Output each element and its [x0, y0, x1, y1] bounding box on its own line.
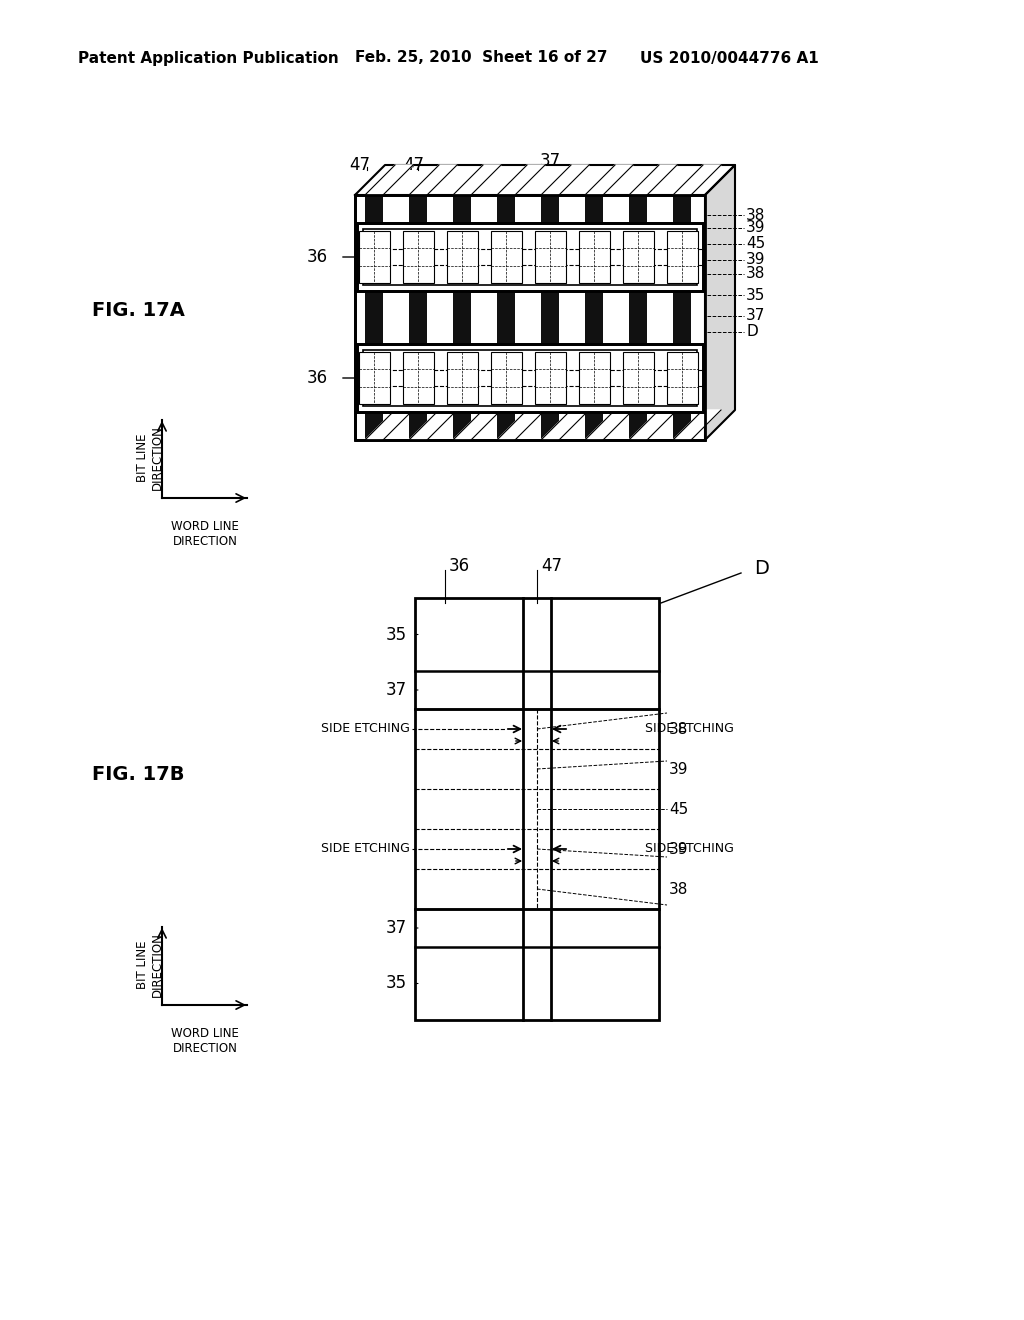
Text: 38: 38 — [669, 882, 688, 896]
Text: BIT LINE
DIRECTION: BIT LINE DIRECTION — [136, 932, 164, 998]
Polygon shape — [365, 165, 413, 195]
Text: Feb. 25, 2010  Sheet 16 of 27: Feb. 25, 2010 Sheet 16 of 27 — [355, 50, 607, 66]
Text: 36: 36 — [307, 370, 328, 387]
Text: FIG. 17A: FIG. 17A — [92, 301, 185, 319]
Text: WORD LINE
DIRECTION: WORD LINE DIRECTION — [171, 1027, 239, 1055]
Text: 38: 38 — [669, 722, 688, 737]
Bar — [446, 231, 477, 282]
Bar — [579, 352, 609, 404]
Text: 45: 45 — [746, 236, 765, 252]
Bar — [357, 345, 703, 412]
Text: 35: 35 — [746, 288, 765, 302]
Text: 37: 37 — [746, 309, 765, 323]
Text: 39: 39 — [746, 252, 766, 268]
Text: 47: 47 — [349, 156, 371, 174]
Bar — [490, 352, 521, 404]
Text: 47: 47 — [403, 156, 425, 174]
Bar — [453, 195, 471, 440]
Polygon shape — [541, 165, 589, 195]
Bar — [365, 195, 383, 440]
Polygon shape — [497, 165, 545, 195]
Bar — [362, 228, 697, 285]
Polygon shape — [365, 411, 413, 440]
Polygon shape — [355, 165, 735, 195]
Text: 37: 37 — [540, 152, 560, 170]
Text: SIDE ETCHING: SIDE ETCHING — [322, 842, 410, 855]
Polygon shape — [409, 411, 457, 440]
Text: FIG. 17B: FIG. 17B — [92, 766, 184, 784]
Polygon shape — [497, 411, 545, 440]
Bar — [667, 352, 697, 404]
Polygon shape — [585, 411, 633, 440]
Text: 47: 47 — [542, 557, 562, 576]
Bar — [362, 350, 697, 407]
Polygon shape — [673, 165, 721, 195]
Bar — [535, 231, 565, 282]
Polygon shape — [453, 411, 501, 440]
Bar — [357, 223, 703, 290]
Bar — [623, 352, 653, 404]
Polygon shape — [585, 165, 633, 195]
Bar — [585, 195, 603, 440]
Text: 35: 35 — [386, 974, 407, 993]
Text: D: D — [746, 325, 758, 339]
Bar — [535, 352, 565, 404]
Text: 37: 37 — [386, 681, 407, 700]
Text: WORD LINE
DIRECTION: WORD LINE DIRECTION — [171, 520, 239, 548]
Polygon shape — [705, 165, 735, 440]
Bar — [415, 598, 659, 1020]
Text: 45: 45 — [669, 801, 688, 817]
Bar — [541, 195, 559, 440]
Text: D: D — [754, 558, 769, 578]
Text: 39: 39 — [669, 762, 688, 776]
Text: 39: 39 — [746, 220, 766, 235]
Bar — [358, 352, 389, 404]
Polygon shape — [629, 165, 677, 195]
Polygon shape — [673, 411, 721, 440]
Bar — [490, 231, 521, 282]
Bar — [579, 231, 609, 282]
Polygon shape — [409, 165, 457, 195]
Bar — [358, 231, 389, 282]
Bar — [355, 195, 705, 440]
Text: Patent Application Publication: Patent Application Publication — [78, 50, 339, 66]
Text: SIDE ETCHING: SIDE ETCHING — [322, 722, 410, 735]
Text: SIDE ETCHING: SIDE ETCHING — [645, 722, 734, 735]
Text: 38: 38 — [746, 267, 765, 281]
Bar — [497, 195, 515, 440]
Bar — [667, 231, 697, 282]
Text: 36: 36 — [307, 248, 328, 267]
Bar — [357, 345, 703, 412]
Polygon shape — [629, 411, 677, 440]
Bar — [629, 195, 647, 440]
Text: BIT LINE
DIRECTION: BIT LINE DIRECTION — [136, 425, 164, 491]
Bar — [623, 231, 653, 282]
Bar — [402, 352, 433, 404]
Polygon shape — [453, 165, 501, 195]
Bar — [673, 195, 691, 440]
Text: 38: 38 — [746, 207, 765, 223]
Text: 35: 35 — [386, 626, 407, 644]
Text: 36: 36 — [449, 557, 470, 576]
Polygon shape — [541, 411, 589, 440]
Text: 39: 39 — [669, 842, 688, 857]
Bar — [446, 352, 477, 404]
Bar — [409, 195, 427, 440]
Text: US 2010/0044776 A1: US 2010/0044776 A1 — [640, 50, 819, 66]
Bar — [402, 231, 433, 282]
Text: SIDE ETCHING: SIDE ETCHING — [645, 842, 734, 855]
Text: 37: 37 — [386, 919, 407, 937]
Bar — [357, 223, 703, 290]
